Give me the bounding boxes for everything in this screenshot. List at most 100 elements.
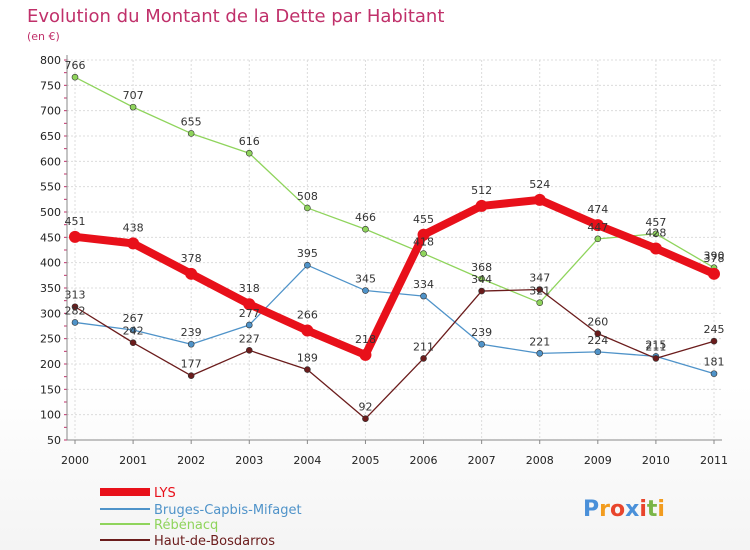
data-point <box>359 348 372 361</box>
data-point <box>591 219 604 232</box>
data-point <box>708 267 720 280</box>
x-tick-label: 2006 <box>410 454 438 467</box>
logo-letter: o <box>610 497 625 522</box>
data-label: 378 <box>181 252 202 265</box>
data-point <box>71 303 79 311</box>
series-layer <box>69 73 720 423</box>
data-label: 211 <box>645 340 666 353</box>
data-point <box>304 366 311 373</box>
grid <box>67 59 722 441</box>
data-label: 277 <box>239 307 260 320</box>
legend: LYS Bruges-Capbis-MifagetRébénacqHaut-de-… <box>100 486 302 549</box>
y-tick-label: 750 <box>40 79 61 92</box>
y-tick-label: 700 <box>40 105 61 118</box>
y-tick-label: 500 <box>40 206 61 219</box>
data-label: 455 <box>413 213 434 226</box>
data-point <box>245 321 253 329</box>
y-tick-label: 50 <box>47 434 61 447</box>
data-point <box>362 287 369 294</box>
data-label: 466 <box>355 211 376 224</box>
legend-label: Rébénacq <box>154 518 218 533</box>
data-point <box>536 286 544 293</box>
data-label: 457 <box>645 216 666 229</box>
x-tick-label: 2008 <box>526 454 554 467</box>
data-point <box>245 149 253 157</box>
data-point <box>187 340 195 348</box>
series-line-3 <box>74 288 715 420</box>
data-point <box>187 372 195 379</box>
data-label: 260 <box>587 316 608 329</box>
data-point <box>652 230 660 238</box>
y-tick-label: 300 <box>40 307 61 320</box>
data-point <box>129 339 137 347</box>
series-line-0 <box>71 195 718 359</box>
y-tick-label: 650 <box>40 130 61 143</box>
data-label: 313 <box>65 289 86 302</box>
data-label: 707 <box>123 89 144 102</box>
data-point <box>301 324 314 337</box>
data-point <box>533 193 546 206</box>
data-label: 318 <box>239 282 260 295</box>
data-label: 211 <box>413 340 434 353</box>
y-tick-label: 250 <box>40 333 61 346</box>
y-tick-label: 600 <box>40 155 61 168</box>
data-label: 181 <box>704 356 725 369</box>
y-tick-label: 550 <box>40 181 61 194</box>
data-point <box>420 250 427 257</box>
x-tick-label: 2011 <box>700 454 728 467</box>
data-label: 218 <box>355 333 376 346</box>
data-label: 266 <box>297 309 318 322</box>
data-point <box>69 230 81 243</box>
x-tick-label: 2001 <box>119 454 147 467</box>
y-tick-label: 350 <box>40 282 61 295</box>
data-label: 215 <box>645 338 666 351</box>
logo-text: Proxiti <box>583 497 665 522</box>
logo-letter: i <box>657 497 665 522</box>
data-point <box>417 228 430 241</box>
chart-title: Evolution du Montant de la Dette par Hab… <box>27 6 444 27</box>
x-tick-label: 2010 <box>642 454 670 467</box>
data-label: 524 <box>529 178 550 191</box>
data-point <box>710 370 718 377</box>
data-point <box>478 287 485 295</box>
data-point <box>243 298 256 311</box>
data-point <box>420 292 427 300</box>
x-tick-label: 2002 <box>177 454 205 467</box>
data-label: 177 <box>181 358 202 371</box>
data-point <box>649 242 662 255</box>
data-label: 368 <box>471 261 492 274</box>
data-label: 655 <box>181 115 202 128</box>
data-label: 474 <box>587 203 608 216</box>
data-label: 344 <box>471 273 492 286</box>
data-point <box>710 337 718 345</box>
data-point <box>129 103 137 111</box>
data-label: 428 <box>645 226 666 239</box>
y-tick-label: 150 <box>40 383 61 396</box>
data-labels: 282 267 239 277 395 345 334 239 221 224 215 181 766 7… <box>65 59 725 413</box>
data-point <box>478 275 485 283</box>
data-label: 512 <box>471 184 492 197</box>
y-tick-label: 400 <box>40 257 61 270</box>
data-point <box>245 347 253 354</box>
data-label: 221 <box>529 335 550 348</box>
axes: 50 100 150 200 250 300 350 400 450 500 550 600 650 70… <box>40 54 728 467</box>
chart-unit: (en €) <box>27 30 60 43</box>
legend-label: LYS <box>154 486 176 501</box>
series-line-1 <box>74 264 715 375</box>
data-label: 239 <box>471 326 492 339</box>
y-tick-label: 200 <box>40 358 61 371</box>
data-point <box>478 340 485 348</box>
data-label: 766 <box>65 59 86 72</box>
data-point <box>362 415 369 423</box>
data-label: 508 <box>297 190 318 203</box>
data-label: 227 <box>239 332 260 345</box>
y-tick-label: 450 <box>40 231 61 244</box>
logo-letter: P <box>583 497 599 522</box>
data-label: 239 <box>181 326 202 339</box>
data-label: 451 <box>65 215 86 228</box>
data-label: 92 <box>358 401 372 414</box>
data-label: 418 <box>413 236 434 249</box>
y-tick-label: 800 <box>40 54 61 67</box>
